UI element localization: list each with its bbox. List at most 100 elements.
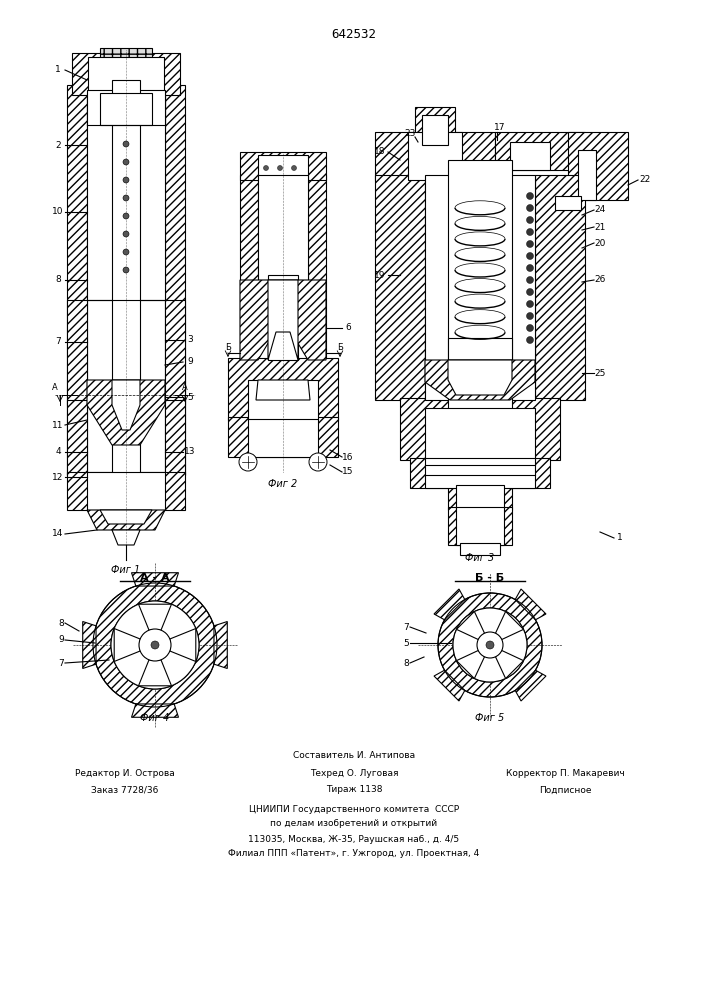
Text: 8: 8 [403,658,409,668]
Polygon shape [115,629,140,661]
Bar [425,408,535,460]
Text: 12: 12 [52,473,64,482]
Bar [228,358,338,420]
Text: Редактор И. Острова: Редактор И. Острова [75,768,175,778]
Circle shape [527,288,534,296]
Bar [456,507,504,545]
Bar [408,132,462,180]
Wedge shape [438,593,542,697]
Circle shape [123,249,129,255]
Polygon shape [112,530,140,545]
Text: Корректор П. Макаревич: Корректор П. Макаревич [506,768,624,778]
Circle shape [151,641,159,649]
Text: 4: 4 [55,448,61,456]
Bar [456,485,504,510]
Bar [375,132,495,180]
Bar [425,175,535,400]
Circle shape [123,141,129,147]
Text: Б: Б [337,344,343,353]
Bar [228,417,338,457]
Bar [415,107,455,145]
Bar [165,400,185,475]
Text: Заказ 7728/36: Заказ 7728/36 [91,786,158,794]
Text: 23: 23 [404,128,416,137]
Text: 3: 3 [187,336,193,344]
Bar [248,380,318,420]
Bar [72,53,180,95]
Text: Тираж 1138: Тираж 1138 [326,786,382,794]
Circle shape [123,159,129,165]
Text: А: А [182,383,188,392]
Polygon shape [170,629,196,661]
Circle shape [264,165,269,170]
Text: 14: 14 [52,530,64,538]
Circle shape [123,213,129,219]
Polygon shape [240,280,326,360]
Polygon shape [448,360,512,395]
Text: 7: 7 [58,658,64,668]
Bar [248,419,318,457]
Text: Фиг 1: Фиг 1 [112,565,141,575]
Bar [165,85,185,475]
Text: 19: 19 [374,270,386,279]
Polygon shape [256,380,310,400]
Bar [448,338,512,360]
Text: 17: 17 [494,123,506,132]
Bar [568,132,628,200]
Text: 7: 7 [403,622,409,632]
Polygon shape [515,670,546,701]
Bar [258,155,308,180]
Bar [87,472,165,510]
Bar [555,196,581,210]
Bar [67,472,185,510]
Circle shape [527,192,534,200]
Circle shape [527,240,534,247]
Bar [268,275,298,360]
Bar [67,400,87,475]
Polygon shape [214,622,227,668]
Polygon shape [268,280,298,360]
Text: Филиал ППП «Патент», г. Ужгород, ул. Проектная, 4: Филиал ППП «Патент», г. Ужгород, ул. Про… [228,850,479,858]
Text: 642532: 642532 [332,28,377,41]
Wedge shape [93,583,217,707]
Circle shape [527,252,534,259]
Bar [425,338,535,360]
Bar [165,300,185,405]
Polygon shape [496,611,523,640]
Text: 1: 1 [617,534,623,542]
Text: Фиг 2: Фиг 2 [269,479,298,489]
Text: 9: 9 [58,636,64,645]
Circle shape [291,165,296,170]
Circle shape [123,195,129,201]
Text: 20: 20 [595,238,606,247]
Text: 9: 9 [187,358,193,366]
Bar [88,57,164,95]
Bar [112,80,140,475]
Text: 13: 13 [185,448,196,456]
Text: 16: 16 [342,452,354,462]
Text: 21: 21 [595,223,606,232]
Bar [495,132,585,170]
Circle shape [139,629,171,661]
Text: Подписное: Подписное [539,786,591,794]
Bar [460,543,500,555]
Text: А: А [52,383,58,392]
Polygon shape [457,611,484,640]
Bar [425,458,535,488]
Text: 8: 8 [58,618,64,628]
Text: 22: 22 [639,176,650,184]
Circle shape [278,165,283,170]
Bar [87,93,100,125]
Circle shape [111,601,199,689]
Text: 8: 8 [55,275,61,284]
Polygon shape [132,704,178,717]
Bar [448,485,512,510]
Text: 26: 26 [595,275,606,284]
Circle shape [527,300,534,308]
Text: 15: 15 [342,468,354,477]
Text: 10: 10 [52,208,64,217]
Polygon shape [87,380,165,445]
Text: 113035, Москва, Ж-35, Раушская наб., д. 4/5: 113035, Москва, Ж-35, Раушская наб., д. … [248,834,460,844]
Bar [555,196,581,210]
Text: 5: 5 [403,639,409,648]
